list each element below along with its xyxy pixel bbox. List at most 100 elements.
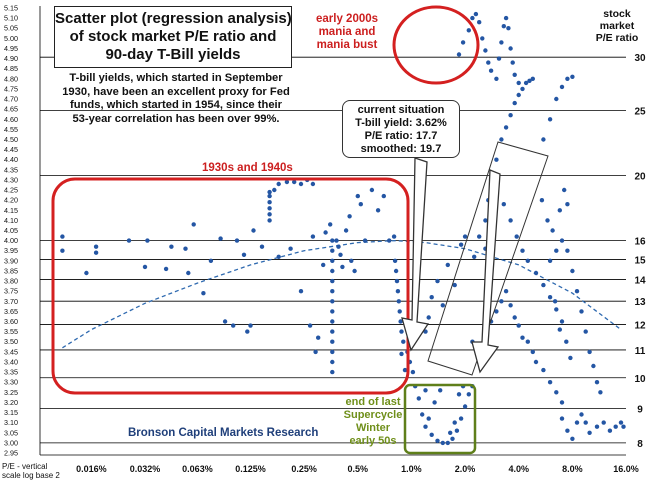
- data-point: [391, 234, 397, 239]
- data-point: [499, 40, 504, 45]
- data-point: [169, 244, 174, 249]
- x-tick-label: 0.5%: [348, 464, 369, 474]
- data-point: [440, 303, 445, 308]
- data-point: [429, 295, 434, 300]
- y-tick-label: 4.90: [4, 54, 18, 63]
- data-point: [508, 303, 513, 308]
- data-point: [554, 390, 559, 395]
- data-point: [508, 46, 513, 51]
- mania-line-1: early 2000s: [316, 13, 379, 25]
- data-point: [336, 244, 341, 249]
- y-tick-label: 3.20: [4, 398, 18, 407]
- data-point: [396, 299, 401, 304]
- y-tick-label: 3.55: [4, 327, 18, 336]
- data-point: [272, 187, 277, 193]
- data-point: [328, 222, 333, 227]
- data-point: [583, 420, 588, 425]
- y-tick-label: 3.05: [4, 428, 18, 437]
- data-point: [477, 20, 482, 25]
- mania-ellipse: [392, 5, 480, 85]
- data-point: [307, 323, 313, 328]
- description-line-4: 53-year correlation has been over 99%.: [72, 112, 280, 125]
- y-tick-label: 2.95: [4, 448, 18, 457]
- y-tick-label: 4.30: [4, 175, 18, 184]
- data-point: [267, 200, 272, 205]
- data-point: [267, 189, 272, 195]
- supercycle-winter-annotation: end of last Supercycle Winter early 50s: [336, 396, 410, 448]
- data-point: [570, 74, 575, 80]
- y-tick-label: 5.00: [4, 34, 18, 43]
- data-point: [347, 214, 352, 219]
- current-region-outline: [427, 141, 549, 376]
- data-point: [530, 349, 535, 355]
- data-point: [520, 335, 525, 340]
- data-point: [245, 329, 250, 334]
- data-point: [527, 78, 532, 84]
- data-point: [494, 76, 499, 82]
- data-point: [486, 60, 491, 65]
- y-tick-label: 4.05: [4, 226, 18, 235]
- data-point: [552, 299, 558, 304]
- data-point: [483, 218, 488, 223]
- winter-line-3: Winter: [355, 422, 391, 434]
- data-point: [547, 258, 553, 263]
- data-point: [499, 299, 504, 304]
- y-tick-label: 4.20: [4, 196, 18, 205]
- data-point: [426, 315, 431, 320]
- data-point: [559, 416, 565, 421]
- data-point: [334, 238, 339, 243]
- data-point: [512, 72, 517, 78]
- y-tick-label: 3.95: [4, 246, 18, 255]
- data-point: [452, 420, 457, 425]
- y-tick-label: 3.25: [4, 388, 18, 397]
- data-point: [462, 404, 468, 409]
- data-point: [349, 258, 354, 263]
- title-box: Scatter plot (regression analysis) of st…: [54, 6, 292, 68]
- x-tick-label: 4.0%: [508, 464, 529, 474]
- data-point: [520, 86, 525, 92]
- data-point: [541, 282, 546, 288]
- data-point: [259, 244, 265, 249]
- right-tick-label: 13: [634, 297, 646, 308]
- data-point: [579, 309, 584, 314]
- data-point: [550, 228, 555, 233]
- data-point: [516, 323, 521, 328]
- data-point: [298, 181, 304, 187]
- data-point: [343, 228, 349, 233]
- data-point: [222, 319, 228, 324]
- data-point: [399, 351, 404, 357]
- mania-line-3: mania bust: [316, 39, 378, 51]
- right-tick-label: 9: [637, 404, 643, 415]
- y-tick-label: 4.80: [4, 74, 18, 83]
- data-point: [541, 367, 546, 373]
- data-point: [547, 117, 553, 122]
- data-point: [565, 76, 570, 82]
- y-tick-label: 4.55: [4, 125, 18, 134]
- y-tick-label: 3.45: [4, 347, 18, 356]
- data-point: [369, 187, 375, 193]
- data-point: [191, 222, 196, 227]
- data-point: [330, 309, 335, 314]
- data-point: [554, 248, 559, 253]
- data-point: [470, 15, 475, 21]
- data-point: [530, 76, 535, 82]
- y-tick-label: 3.00: [4, 438, 18, 447]
- data-point: [330, 369, 335, 375]
- data-point: [84, 270, 89, 276]
- right-tick-label: 8: [637, 439, 643, 450]
- description-text: T-bill yields, which started in Septembe…: [58, 72, 294, 126]
- data-point: [613, 424, 618, 429]
- data-point: [398, 319, 403, 324]
- data-point: [574, 289, 580, 294]
- y-tick-label: 4.65: [4, 105, 18, 114]
- data-point: [525, 258, 530, 263]
- data-point: [316, 335, 321, 340]
- data-point: [456, 392, 462, 397]
- right-tick-label: 20: [634, 172, 646, 183]
- description-line-2: 1930, have been an excellent proxy for F…: [62, 85, 290, 98]
- data-point: [598, 390, 603, 395]
- data-point: [276, 181, 281, 187]
- data-point: [201, 291, 206, 296]
- data-point: [358, 202, 363, 207]
- data-point: [330, 329, 335, 334]
